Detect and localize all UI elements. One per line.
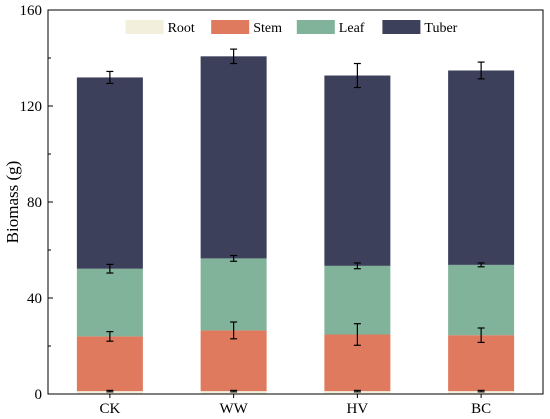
bar-tuber-ck	[76, 77, 143, 269]
legend-item-tuber: Tuber	[382, 20, 458, 36]
bar-stem-ww	[200, 330, 267, 392]
x-tick-label: CK	[99, 401, 120, 417]
bar-tuber-bc	[448, 70, 515, 265]
error-bar-root-bc	[477, 389, 485, 393]
x-axis-ticks: CK WW HV BC	[99, 394, 491, 417]
legend: Root Stem Leaf Tuber	[125, 20, 458, 36]
error-bar-tuber-ww	[230, 48, 238, 65]
legend-swatch	[125, 20, 164, 34]
y-tick-label: 160	[20, 3, 43, 19]
bar-stem-bc	[448, 335, 515, 392]
legend-swatch	[296, 20, 335, 34]
error-bar-stem-ww	[230, 321, 238, 340]
bar-leaf-hv	[324, 265, 391, 335]
bar-leaf-ww	[200, 258, 267, 331]
legend-label: Stem	[253, 21, 282, 36]
legend-item-stem: Stem	[211, 20, 282, 36]
legend-label: Root	[168, 21, 195, 36]
error-bar-root-ww	[230, 389, 238, 393]
legend-item-root: Root	[125, 20, 195, 36]
bar-root-hv	[324, 391, 391, 394]
y-axis-title: Biomass (g)	[3, 161, 22, 244]
error-bar-stem-ck	[106, 331, 114, 342]
legend-swatch	[211, 20, 250, 34]
legend-label: Tuber	[424, 21, 457, 36]
x-tick-label: HV	[347, 401, 369, 417]
error-bar-leaf-ww	[230, 254, 238, 262]
legend-label: Leaf	[339, 21, 365, 36]
y-axis-ticks: 0 40 80 120 160	[20, 3, 53, 403]
legend-item-leaf: Leaf	[296, 20, 365, 36]
y-tick-label: 40	[27, 291, 42, 307]
bar-tuber-ww	[200, 56, 267, 259]
bar-root-ww	[200, 391, 267, 394]
y-tick-label: 80	[27, 195, 42, 211]
bar-root-bc	[448, 391, 515, 394]
bar-root-ck	[76, 391, 143, 394]
legend-swatch	[382, 20, 421, 34]
bar-tuber-hv	[324, 75, 391, 266]
error-bars-layer	[106, 48, 485, 393]
error-bar-root-ck	[106, 389, 114, 393]
error-bar-stem-bc	[477, 327, 485, 343]
error-bar-tuber-bc	[477, 61, 485, 80]
bars-layer	[76, 56, 515, 394]
error-bar-tuber-hv	[353, 62, 361, 89]
y-tick-label: 0	[35, 387, 43, 403]
x-tick-label: WW	[219, 401, 248, 417]
error-bar-leaf-hv	[353, 262, 361, 270]
bar-stem-ck	[76, 336, 143, 392]
bar-leaf-ck	[76, 268, 143, 337]
error-bar-stem-hv	[353, 323, 361, 346]
error-bar-leaf-bc	[477, 262, 485, 268]
error-bar-tuber-ck	[106, 70, 114, 85]
error-bar-leaf-ck	[106, 263, 114, 274]
bar-leaf-bc	[448, 264, 515, 336]
error-bar-root-hv	[353, 389, 361, 393]
y-tick-label: 120	[20, 99, 43, 115]
x-tick-label: BC	[471, 401, 491, 417]
